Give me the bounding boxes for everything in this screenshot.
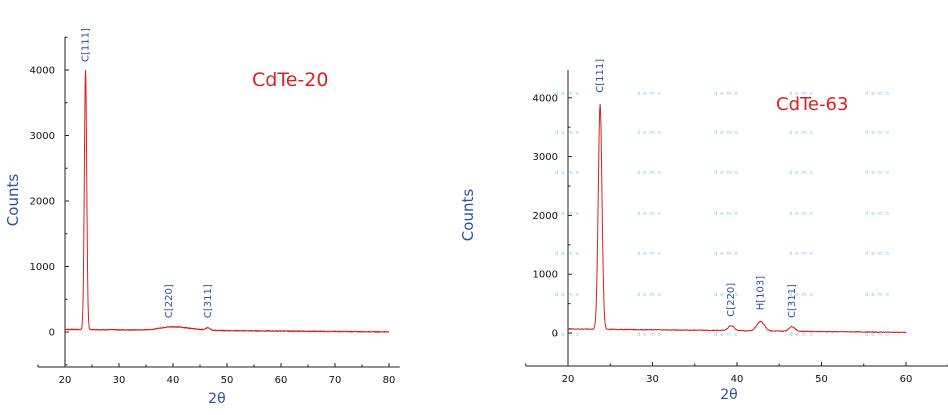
watermark-text: d e m o (789, 211, 813, 217)
watermark-text: d e m o (637, 170, 661, 176)
watermark-text: d e m o (865, 91, 889, 97)
watermark-text: d e m o (789, 130, 813, 136)
y-tick-label: 3000 (533, 152, 558, 163)
watermark-text: d e m o (865, 251, 889, 257)
peak-annotation: C[111] (81, 28, 92, 62)
y-tick-label: 4000 (533, 93, 558, 104)
y-axis-label: Counts (4, 174, 22, 227)
x-tick-label: 80 (383, 375, 396, 386)
peak-annotation: C[111] (595, 59, 606, 93)
watermark-text: d e m o (555, 130, 579, 136)
chart-cdte-63: d e m o d e m o d e m o d e m o d e m o d e m… (459, 59, 948, 403)
diffraction-series-line (64, 69, 390, 333)
watermark-text: d e m o (637, 91, 661, 97)
watermark-text: d e m o (637, 130, 661, 136)
peak-annotation: H[103] (756, 276, 767, 311)
watermark-text: d e m o (714, 130, 738, 136)
y-tick-label: 2000 (533, 211, 558, 222)
watermark-text: d e m o (789, 332, 813, 338)
watermark-text: d e m o (789, 91, 813, 97)
x-tick-label: 20 (59, 375, 72, 386)
watermark-text: d e m o (555, 211, 579, 217)
watermark-text: d e m o (555, 292, 579, 298)
watermark-text: d e m o (555, 170, 579, 176)
watermark-text: d e m o (714, 211, 738, 217)
y-tick-label: 1000 (533, 270, 558, 281)
x-axis-label: 2θ (720, 387, 737, 403)
x-axis-label: 2θ (208, 391, 225, 407)
y-tick-label: 0 (49, 328, 55, 339)
x-tick-label: 50 (815, 374, 828, 385)
x-tick-label: 20 (562, 374, 575, 385)
x-tick-label: 60 (900, 374, 913, 385)
x-tick-label: 70 (329, 375, 342, 386)
watermark-text: d e m o (555, 91, 579, 97)
chart-title: CdTe-20 (252, 69, 328, 91)
peak-annotation: C[311] (203, 284, 214, 318)
watermark-text: d e m o (865, 130, 889, 136)
watermark-text: d e m o (714, 251, 738, 257)
watermark-text: d e m o (865, 292, 889, 298)
y-tick-label: 2000 (30, 197, 55, 208)
watermark-text: d e m o (637, 292, 661, 298)
watermark-text: d e m o (789, 251, 813, 257)
x-tick-label: 40 (167, 375, 180, 386)
x-tick-label: 30 (646, 374, 659, 385)
watermark-text: d e m o (714, 170, 738, 176)
watermark-text: d e m o (714, 91, 738, 97)
x-tick-label: 50 (221, 375, 234, 386)
chart-title: CdTe-63 (776, 94, 848, 115)
chart-cdte-20: 0 1000 2000 3000 4000 20 30 40 50 60 70 80 2θ Counts C… (4, 28, 400, 407)
watermark-text: d e m o (789, 170, 813, 176)
diffraction-series-line (567, 103, 907, 334)
y-axis-label: Counts (459, 189, 477, 242)
y-tick-label: 3000 (30, 131, 55, 142)
peak-annotation: C[220] (726, 283, 737, 317)
watermark-text: d e m o (555, 332, 579, 338)
y-tick-label: 0 (552, 329, 558, 340)
watermark-text: d e m o (637, 211, 661, 217)
watermark-text: d e m o (865, 170, 889, 176)
peak-annotation: C[220] (164, 284, 175, 318)
y-tick-label: 4000 (30, 66, 55, 77)
watermark-text: d e m o (714, 292, 738, 298)
watermark-text: d e m o (555, 251, 579, 257)
watermark-text: d e m o (637, 251, 661, 257)
y-tick-label: 1000 (30, 262, 55, 273)
watermark-text: d e m o (865, 332, 889, 338)
x-tick-label: 60 (275, 375, 288, 386)
watermark-text: d e m o (637, 332, 661, 338)
watermark-text: d e m o (789, 292, 813, 298)
watermark-text: d e m o (865, 211, 889, 217)
watermark-text: d e m o (714, 332, 738, 338)
x-tick-label: 30 (113, 375, 126, 386)
peak-annotation: C[311] (787, 284, 798, 318)
x-tick-label: 40 (731, 374, 744, 385)
watermark-layer: d e m o d e m o d e m o d e m o d e m o d e m… (555, 91, 889, 338)
